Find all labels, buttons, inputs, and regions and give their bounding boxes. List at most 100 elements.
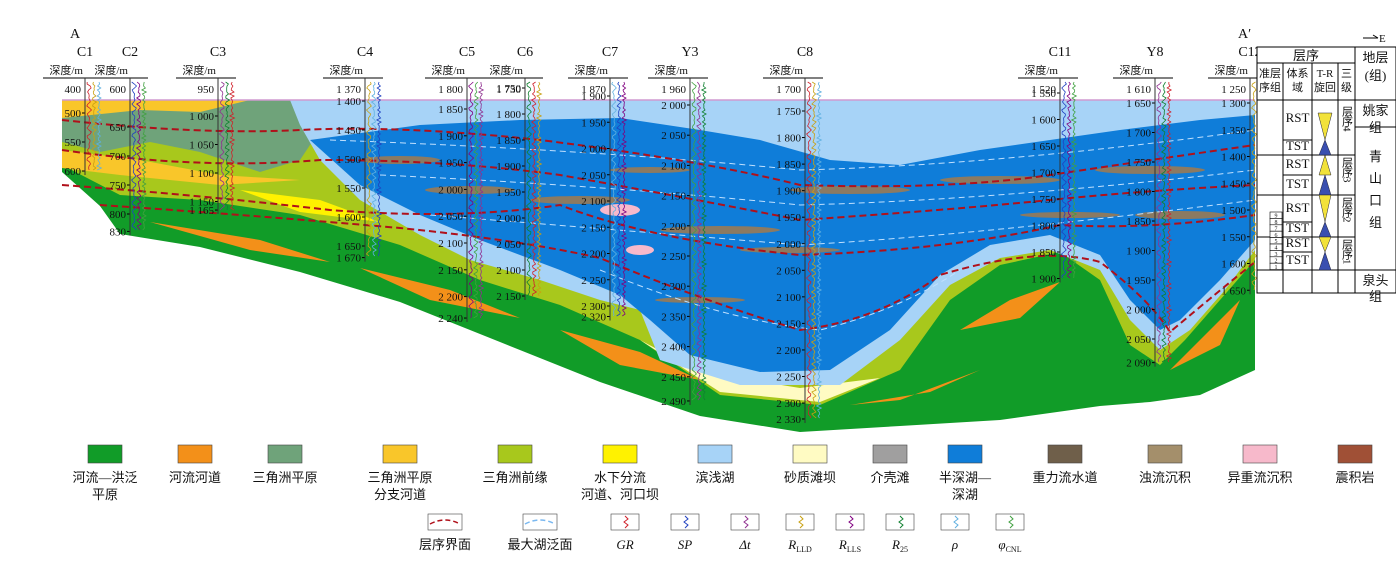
parasequence: 4	[1275, 246, 1278, 252]
systems-tract: RST	[1286, 235, 1310, 250]
legend-swatch	[602, 444, 638, 464]
legend-swatch	[785, 513, 815, 531]
depth-label: 1 950	[581, 117, 606, 129]
section-fill	[61, 99, 1256, 432]
depth-label: 2 200	[776, 345, 801, 357]
log-curve	[130, 81, 138, 231]
depth-label: 1 000	[189, 111, 214, 123]
legend-log	[623, 515, 629, 529]
depth-header: 深度/m	[654, 63, 688, 77]
legend-log	[1008, 515, 1014, 529]
depth-label: 1 350	[1221, 125, 1246, 137]
log-curve	[810, 81, 818, 419]
legend-label: 半深湖—	[939, 470, 992, 485]
section-end: A′	[1238, 27, 1251, 42]
depth-label: 2 330	[776, 414, 801, 426]
depth-label: 1 800	[1126, 187, 1151, 199]
legend-label: 三角洲平原	[367, 470, 432, 485]
depth-label: 1 950	[1126, 275, 1151, 287]
legend-swatch	[835, 513, 865, 531]
direction-arrow-head	[1372, 34, 1379, 39]
log-curve	[467, 81, 475, 319]
depth-label: 1 550	[1221, 232, 1246, 244]
depth-header: 深度/m	[431, 63, 465, 77]
legend-label: 平原	[92, 487, 118, 502]
legend-label: 滨浅湖	[695, 470, 734, 485]
legend-swatch	[610, 513, 640, 531]
formation: 青	[1369, 149, 1382, 164]
depth-label: 1 900	[1031, 274, 1056, 286]
systems-tract: RST	[1286, 200, 1310, 215]
depth-label: 2 050	[496, 239, 521, 251]
log-symbol: R	[787, 537, 796, 552]
formation: 姚家	[1362, 103, 1388, 118]
depth-label: 800	[110, 209, 127, 221]
well-name: C4	[357, 45, 373, 60]
depth-label: 2 100	[581, 196, 606, 208]
legend-label: 河流—洪泛	[72, 470, 137, 485]
depth-label: 2 100	[661, 160, 686, 172]
legend-swatch	[1147, 444, 1183, 464]
depth-label: 700	[110, 151, 127, 163]
systems-tract: TST	[1286, 176, 1309, 191]
depth-label: 2 150	[776, 318, 801, 330]
log-curve	[86, 81, 93, 171]
log-curve	[95, 81, 103, 171]
depth-label: 1 750	[776, 106, 801, 118]
depth-label: 1 950	[496, 187, 521, 199]
wells: C1深度/m400500550600C2深度/m6006507007508008…	[43, 45, 1268, 426]
depth-label: 2 300	[581, 301, 606, 313]
column-header: 级	[1341, 81, 1352, 94]
depth-label: 1 050	[189, 140, 214, 152]
legend-log	[798, 515, 804, 529]
systems-tract: TST	[1286, 252, 1309, 267]
legend-log	[848, 515, 854, 529]
depth-label: 1 600	[1031, 115, 1056, 127]
legend-label: 深湖	[952, 487, 978, 502]
depth-label: 1 870	[581, 84, 606, 96]
parasequence: 9	[1275, 214, 1278, 220]
depth-label: 2 050	[1126, 334, 1151, 346]
systems-tract: TST	[1286, 138, 1309, 153]
legend-label: RLLS	[838, 537, 861, 554]
log-curve	[472, 81, 480, 319]
depth-label: 1 850	[1031, 247, 1056, 259]
depth-label: 2 300	[661, 281, 686, 293]
depth-label: 1 610	[1126, 84, 1151, 96]
log-curve	[530, 81, 538, 297]
depth-label: 2 450	[661, 372, 686, 384]
depth-label: 1 950	[438, 158, 463, 170]
depth-header: 深度/m	[49, 63, 83, 77]
log-symbol: Δt	[738, 537, 751, 552]
log-curve	[620, 81, 628, 317]
log-symbol: φ	[998, 537, 1005, 552]
legend-swatch	[670, 513, 700, 531]
depth-header: 深度/m	[489, 63, 523, 77]
log-curve	[1251, 81, 1258, 291]
legend-log	[683, 515, 689, 529]
depth-header: 深度/m	[329, 63, 363, 77]
depth-label: 2 100	[438, 238, 463, 250]
log-curve	[696, 81, 703, 401]
depth-label: 2 050	[661, 130, 686, 142]
column-header: 体系	[1287, 66, 1309, 80]
depth-label: 1 800	[1031, 221, 1056, 233]
depth-label: 2 000	[1126, 305, 1151, 317]
well-name: C2	[122, 45, 138, 60]
depth-label: 1 500	[1221, 205, 1246, 217]
well-name: C3	[210, 45, 226, 60]
legend-label: ρ	[951, 537, 958, 552]
legend-label: 砂质滩坝	[784, 470, 836, 485]
sequence: 层序1	[1341, 239, 1354, 264]
depth-label: 2 320	[581, 312, 606, 324]
log-subscript: LLD	[796, 545, 812, 554]
legend-label: RLLD	[787, 537, 812, 554]
depth-label: 2 200	[581, 249, 606, 261]
depth-header: 深度/m	[769, 63, 803, 77]
log-curve	[140, 81, 148, 231]
depth-label: 1 450	[1221, 178, 1246, 190]
log-curve	[535, 81, 543, 297]
depth-label: 1 900	[776, 186, 801, 198]
depth-label: 750	[110, 180, 127, 192]
depth-label: 550	[65, 137, 82, 149]
